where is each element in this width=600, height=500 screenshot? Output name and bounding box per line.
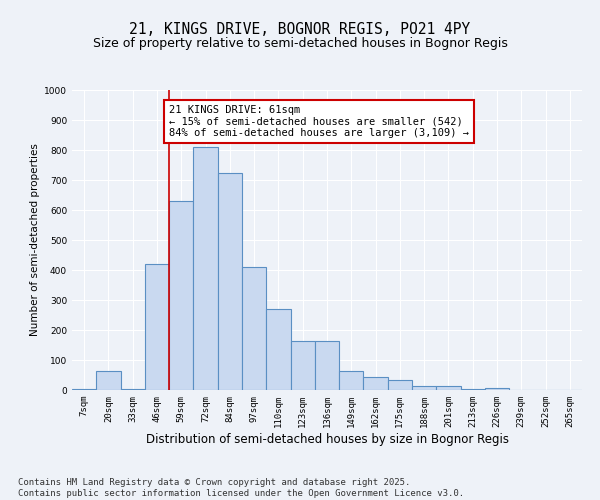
Bar — [436, 386, 461, 390]
Bar — [461, 388, 485, 390]
Bar — [72, 388, 96, 390]
Y-axis label: Number of semi-detached properties: Number of semi-detached properties — [30, 144, 40, 336]
Text: Contains HM Land Registry data © Crown copyright and database right 2025.
Contai: Contains HM Land Registry data © Crown c… — [18, 478, 464, 498]
Bar — [485, 388, 509, 390]
Bar — [339, 370, 364, 390]
Bar — [242, 267, 266, 390]
Bar — [96, 370, 121, 390]
Bar — [290, 340, 315, 390]
X-axis label: Distribution of semi-detached houses by size in Bognor Regis: Distribution of semi-detached houses by … — [146, 432, 509, 446]
Bar — [364, 376, 388, 390]
Text: 21, KINGS DRIVE, BOGNOR REGIS, PO21 4PY: 21, KINGS DRIVE, BOGNOR REGIS, PO21 4PY — [130, 22, 470, 38]
Bar — [388, 380, 412, 390]
Bar — [266, 309, 290, 390]
Text: 21 KINGS DRIVE: 61sqm
← 15% of semi-detached houses are smaller (542)
84% of sem: 21 KINGS DRIVE: 61sqm ← 15% of semi-deta… — [169, 105, 469, 138]
Bar — [145, 264, 169, 390]
Bar — [218, 172, 242, 390]
Bar — [315, 340, 339, 390]
Text: Size of property relative to semi-detached houses in Bognor Regis: Size of property relative to semi-detach… — [92, 38, 508, 51]
Bar — [169, 201, 193, 390]
Bar — [193, 147, 218, 390]
Bar — [412, 386, 436, 390]
Bar — [121, 388, 145, 390]
